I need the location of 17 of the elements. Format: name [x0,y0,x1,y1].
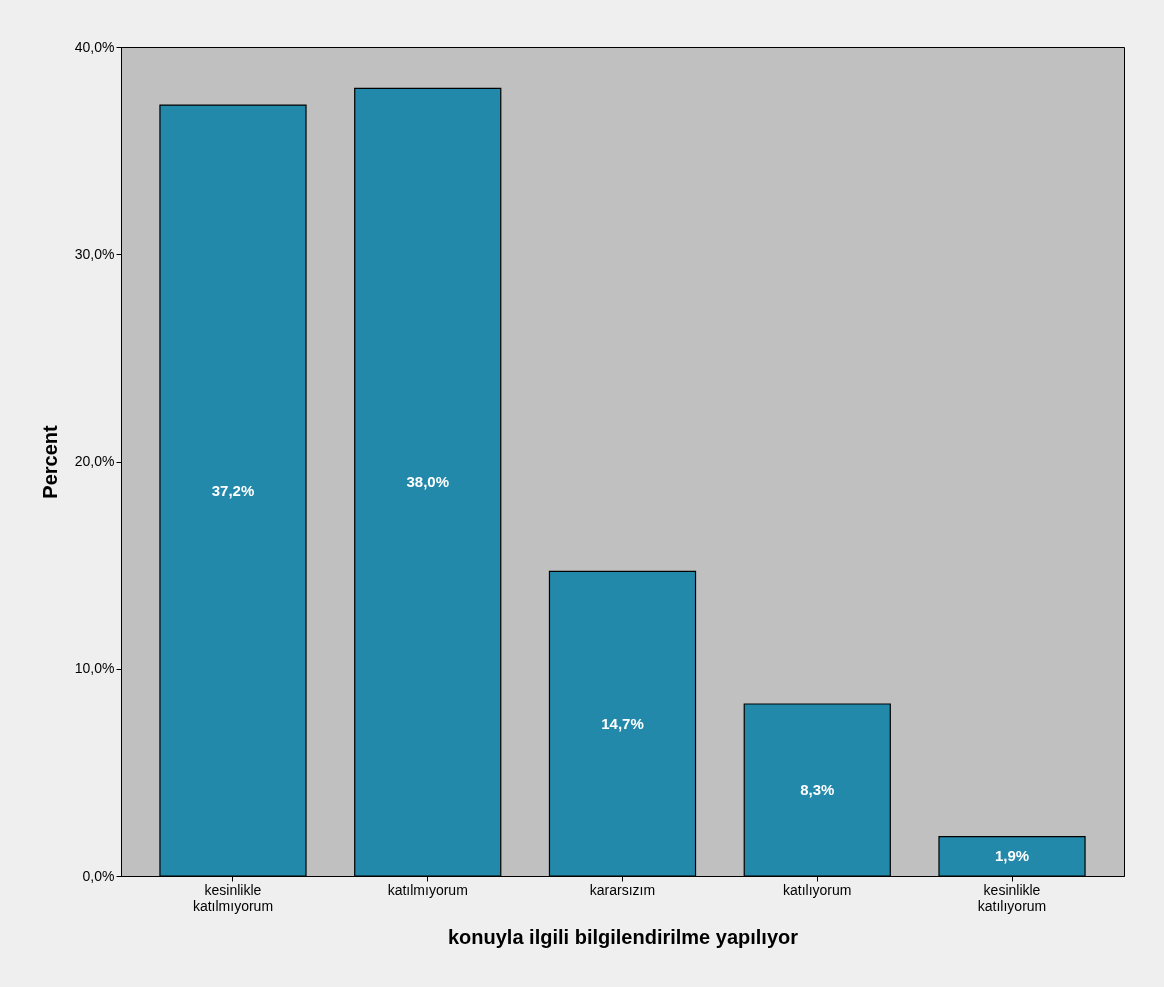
data-label: 38,0% [406,473,450,491]
y-tick-label: 30,0% [74,245,115,262]
y-axis-title: Percent [38,424,61,499]
x-tick-label: kesinlikle katılmıyorum [192,881,274,914]
x-tick-label: katılmıyorum [387,881,468,898]
x-tick-label: kesinlikle katılıyorum [977,881,1047,914]
x-axis-title: konuyla ilgili bilgilendirilme yapılıyor [447,925,799,948]
y-tick-label: 10,0% [74,660,115,677]
data-label: 8,3% [800,780,835,798]
y-tick-label: 20,0% [74,453,115,469]
y-tick-label: 40,0% [74,38,115,55]
y-tick-label: 0,0% [82,867,115,884]
data-label: 37,2% [211,481,255,499]
x-tick-label: kararsızım [589,881,656,898]
data-label: 14,7% [601,714,644,732]
data-label: 1,9% [994,847,1030,865]
x-tick-label: katılıyorum [783,881,852,898]
